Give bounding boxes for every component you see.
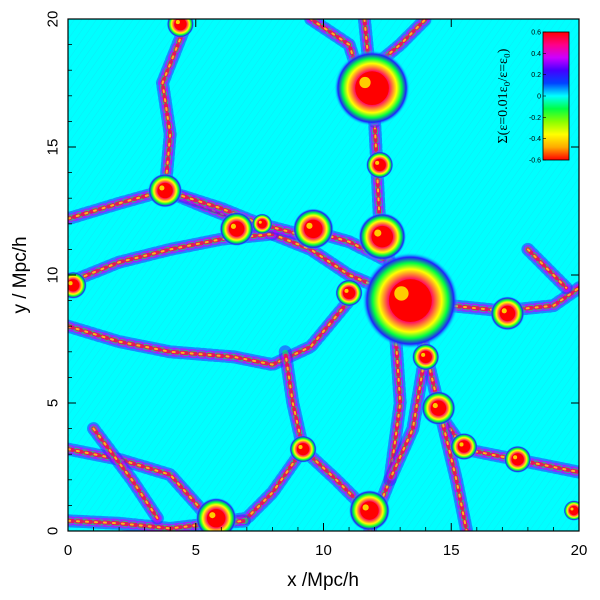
- knot-6-spot: [209, 512, 216, 519]
- knot-1-spot: [359, 76, 371, 89]
- colorbar-tick-label-5: -0.4: [529, 136, 541, 143]
- knot-0-core: [388, 279, 432, 323]
- knot-10-core: [457, 440, 471, 453]
- knot-9-spot: [432, 403, 438, 409]
- colorbar-tick-label-4: -0.2: [529, 115, 541, 122]
- y-tick-label-4: 20: [44, 11, 61, 28]
- knot-14-spot: [175, 20, 180, 25]
- x-tick-label-0: 0: [64, 542, 72, 559]
- knot-2-spot: [374, 229, 382, 237]
- colorbar-tick-label-0: 0.6: [531, 30, 541, 37]
- knot-7-core: [360, 501, 379, 520]
- knot-5-core: [228, 221, 245, 237]
- x-axis-title: x /Mpc/h: [287, 570, 359, 591]
- colorbar-gradient: [542, 31, 570, 161]
- y-axis-title: y / Mpc/h: [10, 236, 31, 313]
- knot-8-core: [296, 442, 310, 456]
- knot-16-core: [373, 158, 386, 172]
- knot-layer: [68, 19, 579, 531]
- knot-10-spot: [459, 442, 464, 447]
- filament-4-layer-4: [68, 233, 274, 284]
- plot-area: [68, 19, 579, 531]
- filament-11-layer-4: [312, 230, 391, 264]
- colorbar-tick-label-3: 0: [537, 94, 541, 101]
- knot-4-spot: [306, 222, 313, 229]
- y-tick-label-2: 10: [44, 267, 61, 284]
- x-tick-label-1: 5: [192, 542, 200, 559]
- filament-15-layer-4: [302, 448, 363, 507]
- knot-5-spot: [230, 223, 236, 229]
- colorbar-tick-label-6: -0.6: [529, 158, 541, 165]
- knot-11-core: [499, 305, 516, 322]
- filament-17-layer-4: [68, 448, 215, 525]
- knot-14-core: [174, 19, 187, 31]
- filament-8-layer-4: [164, 189, 299, 235]
- knot-15-core: [569, 505, 579, 516]
- knot-13-spot: [68, 281, 73, 286]
- x-tick-label-2: 10: [315, 542, 332, 559]
- knot-12-core: [511, 453, 524, 466]
- filament-16-layer-4: [284, 350, 305, 451]
- knot-11-spot: [501, 308, 507, 314]
- filament-21-layer-4: [440, 414, 468, 531]
- filament-7-layer-4: [161, 30, 184, 192]
- knot-8-spot: [298, 444, 303, 450]
- knot-1-core: [355, 71, 389, 105]
- knot-18-spot: [344, 288, 349, 293]
- knot-7-spot: [362, 504, 369, 511]
- knot-17-spot: [421, 352, 426, 357]
- filament-14-layer-4: [212, 448, 305, 525]
- knot-19-spot: [258, 220, 262, 224]
- colorbar-title: Σ(ε=0.01ε₀/ε=ε₀): [496, 48, 511, 143]
- knot-9-core: [430, 400, 447, 416]
- knot-15-spot: [570, 507, 574, 511]
- filament-10-layer-4: [368, 19, 427, 72]
- knot-3-core: [157, 182, 173, 199]
- knot-6-core: [206, 509, 226, 528]
- x-tick-label-4: 20: [571, 542, 588, 559]
- knot-3-spot: [159, 185, 165, 191]
- y-tick-label-3: 15: [44, 139, 61, 156]
- y-tick-label-0: 0: [44, 527, 61, 535]
- knot-19-core: [257, 219, 267, 229]
- colorbar: 0.6 0.4 0.2 0 -0.2 -0.4 -0.6 Σ(ε=0.01ε₀/ε=ε₀): [496, 30, 570, 165]
- colorbar-ticks: 0.6 0.4 0.2 0 -0.2 -0.4 -0.6: [529, 30, 546, 165]
- knot-13-core: [68, 279, 80, 292]
- colorbar-tick-label-2: 0.2: [531, 72, 541, 79]
- colorbar-tick-label-1: 0.4: [531, 51, 541, 58]
- background-texture: [68, 19, 579, 531]
- x-tick-label-3: 15: [443, 542, 460, 559]
- knot-4-core: [304, 219, 323, 239]
- y-tick-label-1: 5: [44, 399, 61, 407]
- knot-2-core: [371, 225, 393, 248]
- y-axis-ticks: 0 5 10 15 20: [44, 11, 579, 535]
- filament-5-layer-4: [68, 299, 351, 366]
- knot-17-core: [419, 350, 432, 364]
- x-axis-ticks: 0 5 10 15 20: [64, 19, 588, 559]
- filament-20-layer-4: [526, 248, 568, 289]
- filament-19-layer-4: [92, 427, 159, 520]
- knot-12-spot: [513, 455, 518, 460]
- knot-16-spot: [375, 160, 380, 165]
- filament-13-layer-3: [387, 349, 428, 482]
- knot-18-core: [342, 286, 356, 300]
- filament-3-layer-4: [164, 189, 412, 302]
- filament-6-layer-4: [68, 189, 167, 220]
- knot-0-spot: [394, 286, 409, 301]
